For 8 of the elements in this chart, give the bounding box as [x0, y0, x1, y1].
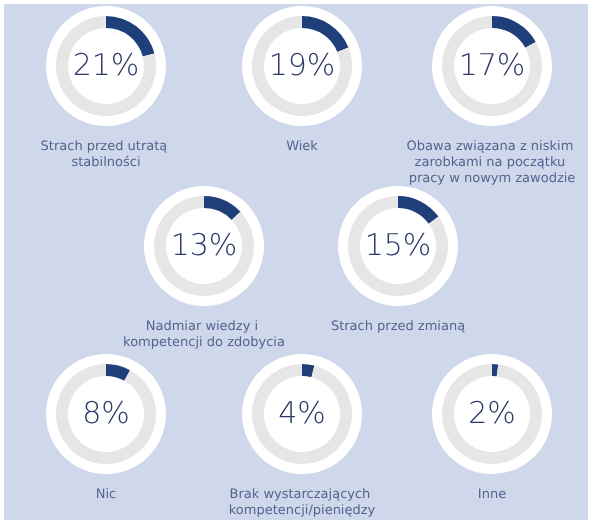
text: 8% — [82, 395, 130, 431]
text: 15% — [364, 227, 432, 263]
text: 2% — [468, 395, 516, 431]
text: 13% — [170, 227, 238, 263]
text: 19% — [268, 47, 336, 83]
text: 21% — [72, 47, 140, 83]
text: 17% — [458, 47, 526, 83]
text: 4% — [278, 395, 326, 431]
